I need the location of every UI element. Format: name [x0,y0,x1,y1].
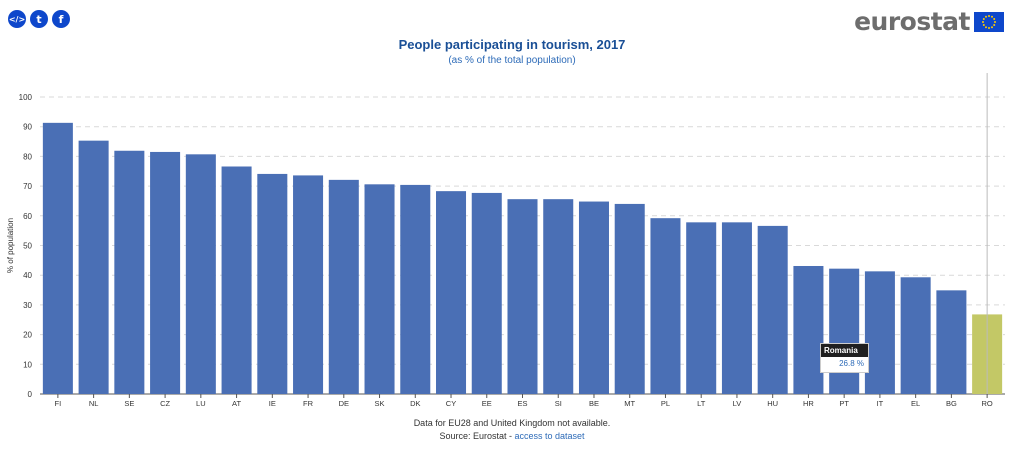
x-tick-label: LT [697,399,706,408]
y-tick-label: 60 [23,212,32,221]
share-toolbar: </> t f [8,10,70,28]
x-tick-label: SK [375,399,385,408]
eurostat-logo: eurostat [854,9,1004,34]
bar[interactable] [614,203,645,394]
bar[interactable] [793,265,824,394]
footer-source: Source: Eurostat - access to dataset [0,431,1024,441]
twitter-icon[interactable]: t [30,10,48,28]
tooltip: Romania 26.8 % [820,343,869,373]
x-tick-label: MT [624,399,635,408]
bar[interactable] [471,192,502,394]
y-tick-label: 50 [23,242,32,251]
bar[interactable] [42,122,73,395]
y-tick-label: 0 [28,390,33,399]
x-tick-label: DE [339,399,349,408]
x-tick-label: SE [124,399,134,408]
x-tick-label: EL [911,399,920,408]
bar[interactable] [829,268,860,394]
access-dataset-link[interactable]: access to dataset [514,431,585,441]
bar[interactable] [900,277,931,394]
bar[interactable] [293,175,324,394]
bar[interactable] [257,173,288,394]
x-tick-label: HU [767,399,778,408]
bar[interactable] [400,184,431,394]
bar[interactable] [150,151,181,394]
y-tick-label: 90 [23,123,32,132]
bar[interactable] [364,184,395,394]
x-tick-label: CY [446,399,456,408]
bar[interactable] [185,154,216,394]
tooltip-value: 26.8 % [839,359,864,368]
bar[interactable] [578,201,609,394]
x-tick-label: LV [733,399,742,408]
bar[interactable] [686,222,717,394]
x-tick-label: BE [589,399,599,408]
x-tick-label: DK [410,399,420,408]
x-tick-label: IT [877,399,884,408]
bar[interactable] [721,222,752,394]
bar[interactable] [543,199,574,394]
y-tick-label: 40 [23,271,32,280]
bar[interactable] [221,166,252,394]
bar[interactable] [650,218,681,394]
x-tick-label: LU [196,399,206,408]
x-tick-label: BG [946,399,957,408]
eu-flag-icon [974,11,1004,32]
chart-subtitle: (as % of the total population) [448,55,576,66]
x-tick-label: FI [55,399,62,408]
x-tick-label: PL [661,399,670,408]
bar[interactable] [507,199,538,394]
y-tick-label: 30 [23,301,32,310]
x-tick-label: HR [803,399,814,408]
embed-code-icon[interactable]: </> [8,10,26,28]
footer-note: Data for EU28 and United Kingdom not ava… [413,418,611,428]
facebook-icon[interactable]: f [52,10,70,28]
chart-title: People participating in tourism, 2017 [398,37,626,52]
x-tick-label: AT [232,399,241,408]
bar[interactable] [328,179,359,394]
x-tick-label: FR [303,399,314,408]
y-tick-label: 70 [23,182,32,191]
x-tick-label: IE [269,399,276,408]
x-tick-label: RO [982,399,993,408]
bar[interactable] [864,271,895,394]
bar[interactable] [936,290,967,394]
x-tick-label: ES [517,399,527,408]
x-tick-label: PT [839,399,849,408]
bar[interactable] [114,150,145,394]
y-tick-label: 20 [23,331,32,340]
bar[interactable] [436,191,467,394]
x-tick-label: CZ [160,399,170,408]
bar[interactable] [757,225,788,394]
tooltip-country: Romania [821,344,868,357]
y-axis-label: % of population [6,218,15,273]
source-prefix: Source: Eurostat - [439,431,515,441]
y-tick-label: 100 [19,93,33,102]
bar[interactable] [78,140,109,394]
x-tick-label: NL [89,399,99,408]
y-tick-label: 10 [23,360,32,369]
x-tick-label: EE [482,399,492,408]
y-tick-label: 80 [23,152,32,161]
x-tick-label: SI [555,399,562,408]
logo-text: eurostat [854,7,970,36]
